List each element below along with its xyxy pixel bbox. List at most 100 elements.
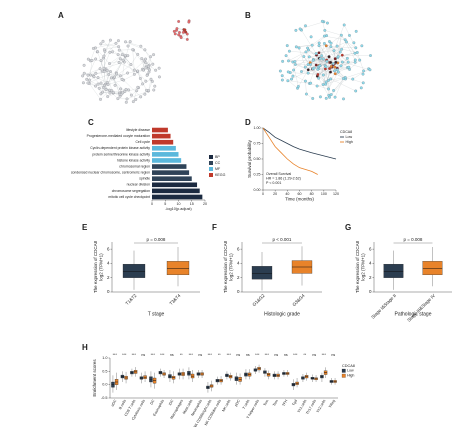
network-node [157, 66, 161, 70]
box [124, 375, 128, 380]
network-node [117, 45, 121, 49]
network-node [345, 40, 348, 44]
network-node [120, 53, 124, 57]
significance: ns [284, 353, 288, 357]
network-node [158, 75, 161, 79]
network-node [124, 100, 128, 104]
category-label: Progesterone-mediated oocyte maturation [87, 134, 150, 138]
network-node [185, 38, 189, 41]
network-edge [119, 62, 135, 71]
network-node [144, 66, 148, 70]
network-node [111, 91, 115, 94]
network-node [121, 58, 125, 62]
network-edge [345, 39, 360, 61]
network-edge [109, 54, 123, 64]
network-node [300, 70, 303, 73]
network-node [333, 72, 337, 76]
network-edge [287, 80, 310, 84]
network-node [324, 44, 328, 48]
network-node [340, 60, 344, 64]
network-node [142, 59, 146, 63]
network-node [369, 54, 372, 57]
network-node [333, 65, 337, 69]
network-node [352, 41, 356, 45]
network-node [151, 80, 154, 83]
network-edge [100, 82, 108, 97]
network-edge [301, 64, 317, 72]
network-edge [134, 60, 145, 71]
network-edge [82, 68, 101, 76]
x-axis-label: -log10(p.adjust) [165, 207, 192, 211]
bar [152, 188, 200, 194]
y-axis-label: log2 (TPM+1) [99, 253, 104, 281]
network-node [305, 92, 308, 96]
network-node [286, 79, 290, 83]
network-node [103, 48, 106, 52]
network-node [125, 97, 129, 101]
network-edge [289, 51, 317, 54]
y-tick-label: 6 [369, 246, 372, 251]
network-node [361, 81, 365, 85]
x-tick-label: Mast cells [182, 399, 194, 415]
network-node [312, 66, 316, 70]
network-edge [124, 41, 131, 63]
significance: ** [180, 353, 183, 357]
network-edge [90, 68, 101, 76]
network-edge [301, 68, 326, 72]
network-edge [341, 35, 356, 60]
panel-label: F [212, 223, 217, 232]
network-edge [110, 71, 120, 94]
network-node [179, 36, 183, 40]
network-edge [343, 69, 370, 79]
network-node [368, 68, 372, 72]
p-value: p = 0.008 [404, 237, 423, 242]
network-node [109, 70, 112, 73]
network-edge [297, 69, 309, 89]
network-node [123, 54, 127, 58]
bar [152, 133, 171, 139]
y-tick-label: 4 [107, 261, 110, 266]
network-node [119, 74, 122, 78]
legend-swatch [209, 161, 213, 165]
network-node [327, 55, 331, 59]
network-node [101, 90, 105, 94]
significance: *** [132, 353, 137, 357]
network-edge [104, 40, 111, 52]
network-node [362, 69, 366, 73]
network-edge [357, 52, 364, 71]
network-node [113, 83, 117, 87]
network-edge [288, 51, 306, 61]
network-edge [104, 46, 119, 50]
network-node [94, 71, 98, 75]
network-edge [108, 74, 121, 76]
network-edge [296, 45, 313, 47]
network-edge [312, 68, 326, 85]
network-node [107, 73, 111, 76]
network-node [143, 92, 147, 96]
y-tick-label: 1.0 [102, 356, 107, 360]
network-node [82, 63, 86, 67]
network-node [343, 38, 347, 42]
network-node [317, 51, 321, 55]
network-node [104, 88, 108, 92]
y-tick-label: 0 [237, 289, 240, 294]
network-node [131, 48, 135, 52]
network-edge [87, 76, 95, 84]
y-axis-label: The expression of CDCA8 [223, 240, 228, 293]
network-node [140, 57, 144, 61]
network-node [328, 95, 331, 99]
network-node [288, 49, 291, 53]
network-node [99, 81, 103, 85]
significance: *** [208, 353, 213, 357]
network-node [96, 50, 99, 54]
network-node [129, 63, 133, 66]
network-node [306, 63, 310, 66]
network-node [173, 32, 177, 36]
network-edge [319, 58, 326, 85]
network-edge [135, 90, 149, 100]
category-label: nuclear division [127, 183, 150, 187]
y-tick-label: 0.5 [102, 369, 107, 373]
p-value: p = 0.008 [147, 237, 166, 242]
network-node [302, 55, 306, 58]
network-node [278, 69, 282, 73]
